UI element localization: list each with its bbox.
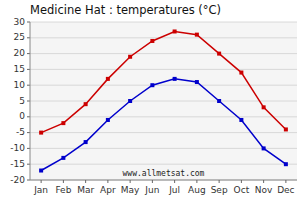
tick-mark xyxy=(174,180,175,183)
marker xyxy=(239,118,243,122)
marker xyxy=(61,156,65,160)
tick-label: Jun xyxy=(144,185,159,195)
tick-label: 20 xyxy=(14,48,26,58)
tick-mark xyxy=(241,180,242,183)
x-axis xyxy=(30,180,297,181)
tick-label: Jul xyxy=(168,185,180,195)
tick-label: -20 xyxy=(10,175,25,185)
annotation: www.allmetsat.com xyxy=(123,169,205,178)
marker xyxy=(217,52,221,56)
marker xyxy=(61,121,65,125)
grid-line xyxy=(30,22,297,23)
marker xyxy=(239,71,243,75)
tick-label: Dec xyxy=(277,185,294,195)
marker xyxy=(128,55,132,59)
marker xyxy=(284,162,288,166)
title: Medicine Hat : temperatures (°C) xyxy=(30,3,221,17)
tick-mark xyxy=(63,180,64,183)
marker xyxy=(173,29,177,33)
tick-label: 10 xyxy=(14,80,26,90)
grid-line xyxy=(30,180,297,181)
tick-mark xyxy=(130,180,131,183)
marker xyxy=(84,140,88,144)
tick-label: May xyxy=(121,185,140,195)
tick-label: -15 xyxy=(10,159,25,169)
marker xyxy=(150,83,154,87)
tick-label: 15 xyxy=(14,64,25,74)
marker xyxy=(150,39,154,43)
tick-label: Feb xyxy=(55,185,71,195)
tick-mark xyxy=(263,180,264,183)
tick-label: 0 xyxy=(19,111,25,121)
marker xyxy=(195,33,199,37)
tick-label: -10 xyxy=(10,143,25,153)
marker xyxy=(106,118,110,122)
tick-label: 25 xyxy=(14,32,25,42)
plot-area xyxy=(30,22,297,180)
tick-label: Nov xyxy=(255,185,273,195)
marker xyxy=(284,127,288,131)
tick-label: 5 xyxy=(19,96,25,106)
chart: -20 -15 -10 -5 0 5 10 15 20 25 30 Jan Feb Mar Apr May Ju… xyxy=(0,0,305,200)
tick-label: 30 xyxy=(14,17,26,27)
marker xyxy=(84,102,88,106)
tick-label: Mar xyxy=(77,185,94,195)
grid-line xyxy=(30,101,297,102)
tick-mark xyxy=(41,180,42,183)
tick-mark xyxy=(107,180,108,183)
tick-label: Apr xyxy=(100,185,116,195)
marker xyxy=(39,169,43,173)
tick-label: -5 xyxy=(16,127,25,137)
marker xyxy=(262,146,266,150)
tick-mark xyxy=(285,180,286,183)
tick-mark xyxy=(219,180,220,183)
marker xyxy=(39,131,43,135)
marker xyxy=(217,99,221,103)
series-group xyxy=(39,29,288,172)
tick-label: Aug xyxy=(188,185,206,195)
y-axis xyxy=(30,22,31,180)
grid-line xyxy=(30,53,297,54)
tick-label: Oct xyxy=(234,185,250,195)
grid-line xyxy=(30,164,297,165)
grid-line xyxy=(30,132,297,133)
marker xyxy=(195,80,199,84)
grid-line xyxy=(30,69,297,70)
tick-mark xyxy=(196,180,197,183)
grid-line xyxy=(30,37,297,38)
tick-label: Jan xyxy=(33,185,48,195)
line xyxy=(41,79,286,171)
grid-line xyxy=(30,148,297,149)
marker xyxy=(128,99,132,103)
tick-label: Sep xyxy=(211,185,228,195)
tick-mark xyxy=(152,180,153,183)
grid-line xyxy=(30,85,297,86)
marker xyxy=(173,77,177,81)
tick-mark xyxy=(85,180,86,183)
marker xyxy=(262,105,266,109)
marker xyxy=(106,77,110,81)
